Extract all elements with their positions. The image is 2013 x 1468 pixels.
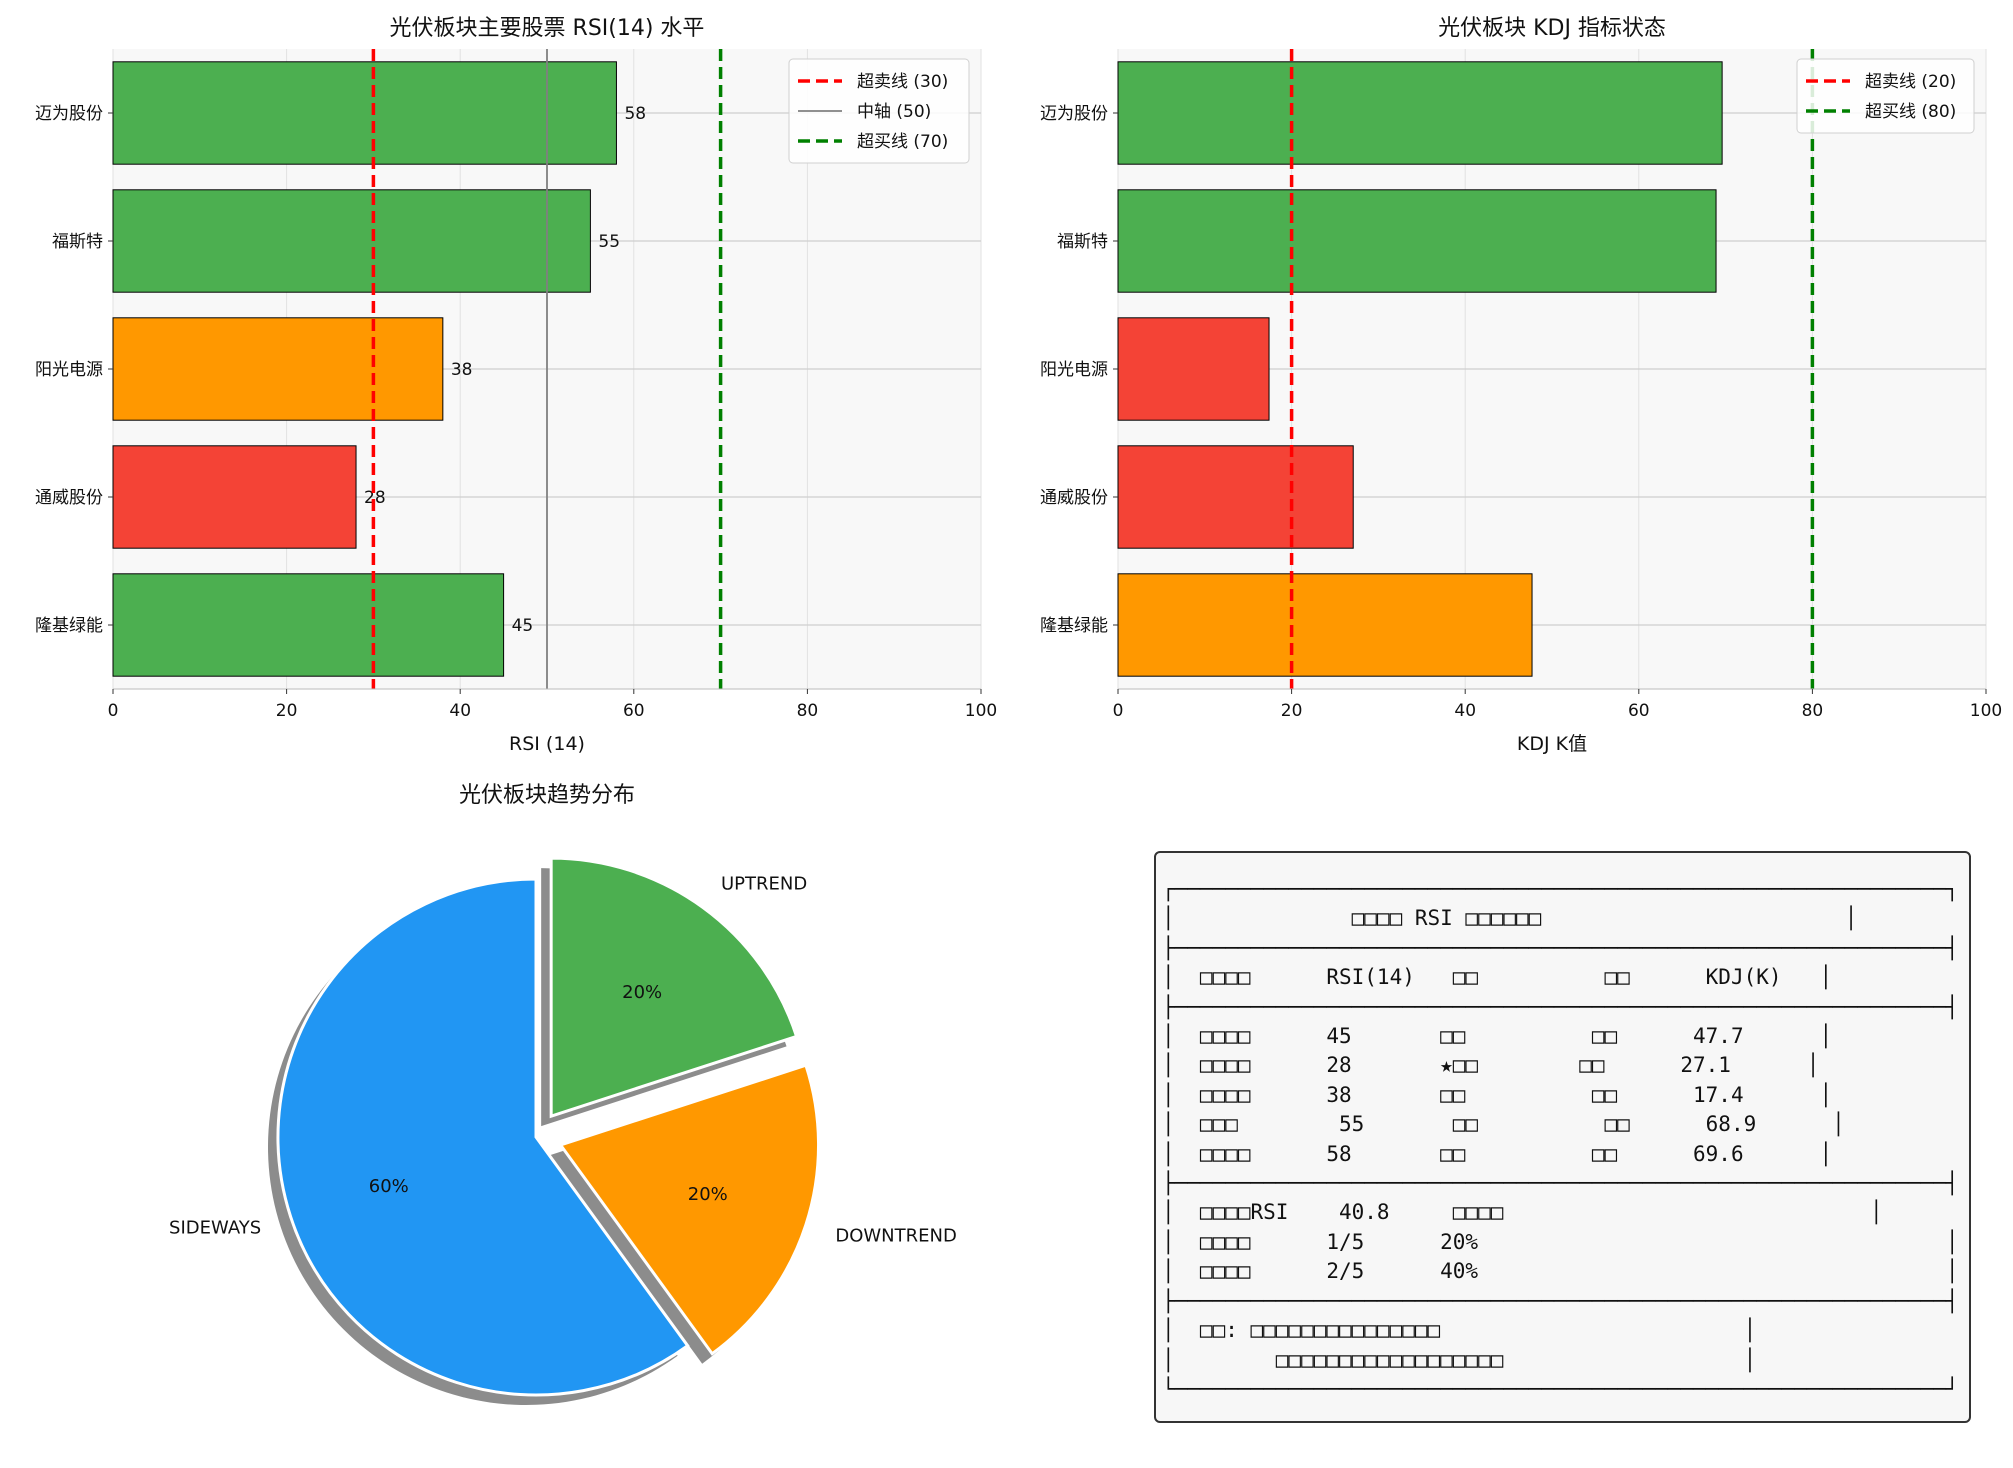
y-tick-label: 福斯特 xyxy=(1057,232,1108,252)
legend-label: 超买线 (70) xyxy=(857,132,948,152)
legend-box xyxy=(788,58,970,164)
bar xyxy=(112,573,505,677)
pie-label: UPTREND xyxy=(721,873,807,894)
legend-label: 超卖线 (30) xyxy=(857,72,948,92)
chart-title: 光伏板块趋势分布 xyxy=(459,783,635,808)
x-tick-label: 40 xyxy=(449,701,471,721)
bar xyxy=(112,189,591,293)
bar-value-label: 38 xyxy=(451,360,473,380)
summary-line: │ □□□□ 1/5 20% │ xyxy=(1162,1229,1959,1254)
legend-label: 超买线 (80) xyxy=(1865,102,1956,122)
x-tick-label: 60 xyxy=(623,701,645,721)
y-tick-label: 通威股份 xyxy=(1040,488,1108,508)
summary-line: ├───────────────────────────────────────… xyxy=(1162,935,1959,960)
summary-line: ┌───────────────────────────────────────… xyxy=(1162,877,1959,901)
bar-value-label: 45 xyxy=(512,616,534,636)
summary-line: │ □□: □□□□□□□□□□□□□□□ │ xyxy=(1162,1318,1757,1343)
summary-line: │ □□□□ 28 ★□□ □□ 27.1 │ xyxy=(1162,1053,1820,1078)
summary-line: ├───────────────────────────────────────… xyxy=(1162,1288,1959,1313)
bar xyxy=(112,61,617,165)
bar xyxy=(112,445,357,549)
summary-line: ├───────────────────────────────────────… xyxy=(1162,1171,1959,1196)
x-tick-label: 20 xyxy=(276,701,298,721)
pie-label: DOWNTREND xyxy=(835,1225,957,1246)
summary-line: │ □□□□ 38 □□ □□ 17.4 │ xyxy=(1162,1082,1833,1107)
bar xyxy=(1117,317,1270,421)
y-tick-label: 隆基绿能 xyxy=(1040,616,1108,636)
x-tick-label: 0 xyxy=(1113,701,1124,721)
legend: 超卖线 (20) 超买线 (80) xyxy=(1796,58,1975,134)
y-tick-label: 通威股份 xyxy=(35,488,103,508)
pie-slice-uptrend xyxy=(549,856,799,1119)
bar xyxy=(1117,445,1354,549)
x-tick-label: 60 xyxy=(1628,701,1650,721)
pie-chart: 20% UPTREND 20% DOWNTREND 60% SIDEWAYS 光伏板块趋势分… xyxy=(169,783,957,1405)
y-tick-label: 迈为股份 xyxy=(1040,104,1108,124)
x-tick-label: 80 xyxy=(797,701,819,721)
summary-line: │ □□□□ 2/5 40% │ xyxy=(1162,1259,1959,1284)
pie-pct-label: 60% xyxy=(369,1176,409,1197)
summary-text-box: ┌───────────────────────────────────────… xyxy=(1154,851,1971,1423)
summary-line: │ □□□□ 58 □□ □□ 69.6 │ xyxy=(1162,1141,1833,1166)
bar xyxy=(112,317,444,421)
x-tick-label: 20 xyxy=(1281,701,1303,721)
bar-value-label: 58 xyxy=(624,104,646,124)
bar xyxy=(1117,189,1717,293)
x-tick-label: 100 xyxy=(965,701,997,721)
x-tick-label: 100 xyxy=(1970,701,2002,721)
summary-line: │ □□□ 55 □□ □□ 68.9 │ xyxy=(1162,1112,1845,1137)
x-tick-label: 40 xyxy=(1454,701,1476,721)
x-axis-label: KDJ K值 xyxy=(1517,733,1587,755)
pie-label: SIDEWAYS xyxy=(169,1217,261,1238)
legend-label: 中轴 (50) xyxy=(857,102,931,122)
y-tick-label: 福斯特 xyxy=(52,232,103,252)
x-tick-label: 80 xyxy=(1802,701,1824,721)
summary-line: │ □□□□ 45 □□ □□ 47.7 │ xyxy=(1162,1024,1833,1049)
bar-value-label: 28 xyxy=(364,488,386,508)
x-tick-label: 0 xyxy=(108,701,119,721)
bar-chart-0: 58 55 38 28 45 0 20 40 60 80 100 迈为股份福斯特阳光电源通威股份隆基绿… xyxy=(35,16,997,755)
chart-title: 光伏板块主要股票 RSI(14) 水平 xyxy=(390,16,705,41)
y-tick-label: 阳光电源 xyxy=(35,360,103,380)
chart-title: 光伏板块 KDJ 指标状态 xyxy=(1438,16,1666,41)
legend-box xyxy=(1796,58,1975,134)
pie-slice-downtrend xyxy=(558,1063,821,1356)
bar-value-label: 55 xyxy=(598,232,620,252)
y-tick-label: 隆基绿能 xyxy=(35,616,103,636)
summary-line: │ □□□□ RSI □□□□□□ │ xyxy=(1162,906,1858,931)
x-axis-label: RSI (14) xyxy=(509,733,585,755)
summary-text: ┌───────────────────────────────────────… xyxy=(1162,875,1959,1404)
legend: 超卖线 (30) 中轴 (50) 超买线 (70) xyxy=(788,58,970,164)
pie-pct-label: 20% xyxy=(622,982,662,1003)
y-tick-label: 阳光电源 xyxy=(1040,360,1108,380)
bar xyxy=(1117,573,1533,677)
summary-line: └───────────────────────────────────────… xyxy=(1162,1376,1959,1401)
legend-label: 超卖线 (20) xyxy=(1865,72,1956,92)
summary-line: │ □□□□ RSI(14) □□ □□ KDJ(K) │ xyxy=(1162,965,1833,990)
pie-pct-label: 20% xyxy=(688,1184,728,1205)
bar xyxy=(1117,61,1723,165)
pie-slice-sideways xyxy=(276,877,690,1397)
summary-line: ├───────────────────────────────────────… xyxy=(1162,994,1959,1019)
y-tick-label: 迈为股份 xyxy=(35,104,103,124)
summary-line: │ □□□□RSI 40.8 □□□□ │ xyxy=(1162,1200,1883,1225)
summary-line: │ □□□□□□□□□□□□□□□□□□ │ xyxy=(1162,1347,1757,1372)
